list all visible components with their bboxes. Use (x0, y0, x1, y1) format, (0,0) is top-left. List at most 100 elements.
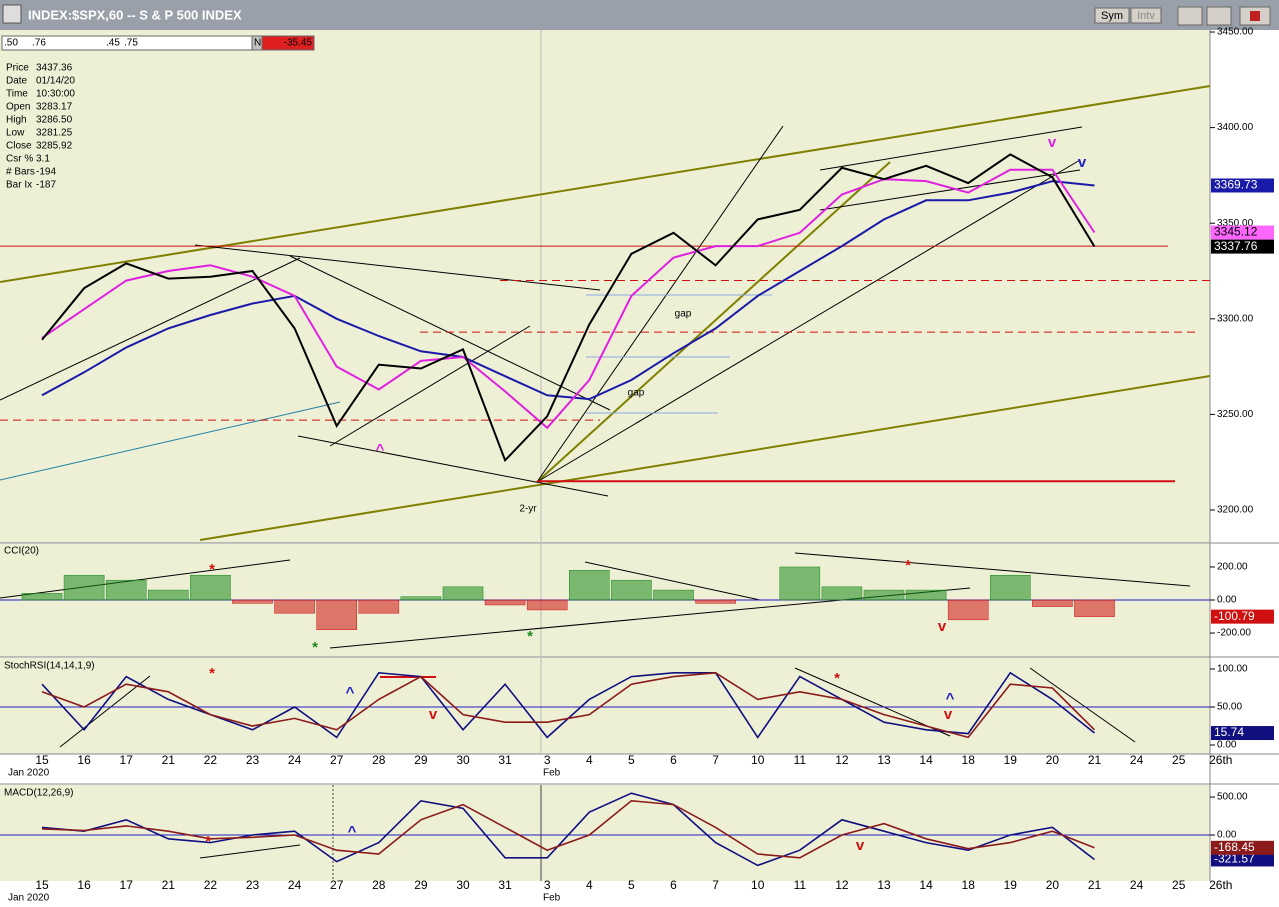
y-tick-label: 3350.00 (1217, 218, 1254, 229)
info-label: Date (6, 76, 28, 87)
panel-title: MACD(12,26,9) (4, 788, 73, 799)
month-label: Jan 2020 (8, 768, 50, 779)
x-tick-label: 19 (1004, 753, 1018, 767)
info-value: 01/14/20 (36, 76, 75, 87)
info-label: Bar Ix (6, 180, 32, 191)
toolbar-change: -35.45 (284, 38, 313, 49)
cci-bar (1032, 599, 1073, 607)
trend-line (794, 552, 1191, 587)
toolbar-field: .45 (106, 38, 120, 49)
x-tick-label: 5 (628, 753, 635, 767)
x-tick-label: 12 (835, 753, 849, 767)
info-label: # Bars (6, 167, 35, 178)
last-value-box (1211, 178, 1274, 193)
x-tick-label: 30 (456, 753, 470, 767)
cci-bar (232, 599, 273, 604)
x-tick-label: 14 (919, 878, 933, 892)
x-tick-label: 10 (751, 753, 765, 767)
intv-label[interactable]: Intv (1137, 10, 1155, 22)
x-tick-label: 31 (498, 753, 512, 767)
maximize-button[interactable] (1206, 6, 1232, 26)
annotation: v (1078, 154, 1087, 171)
info-value: 3281.25 (36, 128, 73, 139)
annotation: v (856, 837, 865, 854)
trend-line (819, 126, 1083, 171)
trend-line (194, 244, 601, 291)
last-value-label: -168.45 (1214, 840, 1255, 854)
trend-line (1029, 667, 1136, 743)
x-tick-label: 5 (628, 878, 635, 892)
y-tick-label: 3250.00 (1217, 409, 1254, 420)
minimize-button[interactable] (1177, 6, 1203, 26)
cci-bar (990, 574, 1031, 601)
x-tick-label: 28 (372, 753, 386, 767)
x-tick-label: 21 (162, 878, 176, 892)
annotation: v (944, 706, 953, 723)
trend-line (199, 844, 301, 859)
last-value-label: 3345.12 (1214, 225, 1258, 239)
x-tick-label: 31 (498, 878, 512, 892)
x-tick-label: 15 (35, 878, 49, 892)
trend-line (819, 169, 1081, 211)
sym-button[interactable] (1094, 7, 1130, 24)
annotation: * (312, 639, 318, 656)
series-line (41, 799, 1095, 859)
y-tick-label: 200.00 (1217, 562, 1248, 573)
annotation: ^ (376, 441, 385, 458)
change-box (261, 35, 315, 51)
x-tick-label: 22 (204, 753, 218, 767)
x-tick-label: 20 (1046, 753, 1060, 767)
cci-bar (21, 593, 63, 601)
cci-bar (1074, 599, 1115, 617)
annotation: 2-yr (519, 504, 537, 515)
x-tick-label: 14 (919, 753, 933, 767)
last-value-box (1211, 239, 1274, 254)
x-tick-label: 29 (414, 878, 428, 892)
cci-bar (316, 599, 357, 630)
cci-bar (63, 574, 105, 601)
x-tick-label: 23 (246, 753, 260, 767)
last-value-label: 3369.73 (1214, 178, 1258, 192)
month-label: Feb (543, 768, 561, 779)
last-value-box (1211, 726, 1274, 741)
last-value-label: 3337.76 (1214, 239, 1258, 253)
info-label: Price (6, 63, 29, 74)
panel-title: StochRSI(14,14,1,9) (4, 661, 95, 672)
annotation: ^ (946, 690, 955, 707)
trendlines (0, 85, 1211, 859)
x-tick-label: 22 (204, 878, 218, 892)
x-tick-label: 10 (751, 878, 765, 892)
x-tick-label: 24 (288, 878, 302, 892)
cci-bar (148, 589, 189, 601)
x-tick-label: 16 (77, 878, 91, 892)
cci-bar (274, 599, 315, 614)
cci-bar (358, 599, 400, 614)
annotation: v (429, 706, 438, 723)
x-tick-label: 25 (1172, 753, 1186, 767)
x-tick-label: 25 (1172, 878, 1186, 892)
cci-bar (442, 586, 484, 601)
stoch-panel (0, 658, 1210, 754)
trend-line (329, 587, 971, 649)
info-value: -194 (36, 167, 56, 178)
annotation: ^ (346, 684, 355, 701)
info-value: 3437.36 (36, 63, 73, 74)
annotation: * (209, 665, 215, 682)
info-value: 3283.17 (36, 102, 73, 113)
sym-label[interactable]: Sym (1101, 10, 1123, 22)
intv-button[interactable] (1130, 7, 1162, 24)
x-tick-label: 7 (712, 753, 719, 767)
x-tick-label: 21 (1088, 753, 1102, 767)
month-label: Jan 2020 (8, 893, 50, 904)
toolbar-field: .50 (4, 38, 18, 49)
series-line (41, 153, 1096, 463)
x-tick-label: 21 (162, 753, 176, 767)
x-tick-label: 3 (544, 753, 551, 767)
x-tick-label: 11 (794, 753, 807, 767)
trend-line (584, 561, 761, 601)
cci-bar (611, 579, 652, 601)
annotation: v (1048, 134, 1057, 151)
x-tick-label: 4 (586, 753, 593, 767)
y-tick-label: 0.00 (1217, 740, 1237, 751)
last-value-box (1211, 852, 1274, 867)
